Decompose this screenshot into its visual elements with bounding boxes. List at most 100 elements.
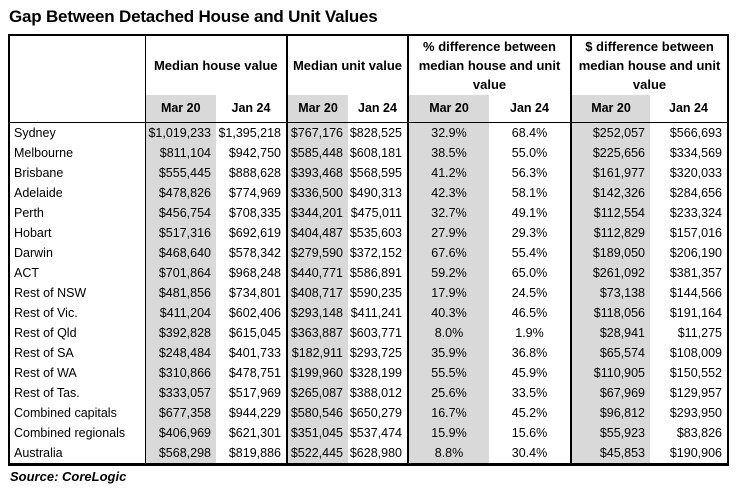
table-row: Australia $568,298 $819,886 $522,445 $628,98…: [9, 442, 728, 464]
table-row: Perth $456,754 $708,335 $344,201 $475,011 32.…: [9, 202, 728, 223]
cell: $456,754: [145, 202, 216, 223]
cell: $261,092: [571, 262, 650, 283]
period-header-dollar-mar20: Mar 20: [571, 95, 650, 123]
cell: $968,248: [216, 262, 288, 283]
group-header-row: Median house value Median unit value % d…: [9, 35, 728, 123]
cell: $344,201: [287, 202, 348, 223]
cell: $475,011: [348, 202, 409, 223]
cell: 68.4%: [489, 122, 572, 143]
cell: $372,152: [348, 242, 409, 263]
row-label: Rest of SA: [9, 342, 146, 363]
cell: $45,853: [571, 442, 650, 464]
cell: $522,445: [287, 442, 348, 464]
cell: $602,406: [216, 302, 288, 323]
cell: $404,487: [287, 222, 348, 243]
cell: $615,045: [216, 322, 288, 343]
row-label: Rest of WA: [9, 362, 146, 383]
cell: $774,969: [216, 182, 288, 203]
table-row: Darwin $468,640 $578,342 $279,590 $372,152 67…: [9, 242, 728, 263]
cell: $142,326: [571, 182, 650, 203]
row-label: ACT: [9, 262, 146, 283]
cell: $73,138: [571, 282, 650, 303]
cell: $279,590: [287, 242, 348, 263]
cell: 36.8%: [489, 342, 572, 363]
cell: $440,771: [287, 262, 348, 283]
cell: $328,199: [348, 362, 409, 383]
cell: $96,812: [571, 402, 650, 423]
period-header-unit-mar20: Mar 20: [287, 95, 348, 123]
cell: $1,395,218: [216, 122, 288, 143]
cell: $284,656: [669, 185, 722, 200]
cell: 42.3%: [408, 182, 489, 203]
row-label: Sydney: [9, 122, 146, 143]
cell: $206,190: [669, 245, 722, 260]
cell: 24.5%: [489, 282, 572, 303]
period-header-pct-jan24: Jan 24: [489, 95, 572, 123]
cell: $603,771: [348, 322, 409, 343]
cell: $828,525: [348, 122, 409, 143]
cell: $112,554: [571, 202, 650, 223]
period-header-pct-mar20: Mar 20: [408, 95, 489, 123]
cell: 32.7%: [408, 202, 489, 223]
cell: $628,980: [348, 442, 409, 464]
cell: $608,181: [348, 142, 409, 163]
cell: 16.7%: [408, 402, 489, 423]
table-row: Rest of WA $310,866 $478,751 $199,960 $328,1…: [9, 362, 728, 383]
cell: $406,969: [145, 422, 216, 443]
cell: 17.9%: [408, 282, 489, 303]
cell: 41.2%: [408, 162, 489, 183]
cell: $568,298: [145, 442, 216, 464]
cell: $1,019,233: [145, 122, 216, 143]
cell: $701,864: [145, 262, 216, 283]
cell: 8.0%: [408, 322, 489, 343]
table-body: Sydney $1,019,233 $1,395,218 $767,176 $828,5…: [9, 122, 728, 464]
row-label: Combined regionals: [9, 422, 146, 443]
cell: 15.9%: [408, 422, 489, 443]
cell: $190,906: [669, 445, 722, 460]
cell: 25.6%: [408, 382, 489, 403]
row-label: Perth: [9, 202, 146, 223]
cell: $191,164: [669, 305, 722, 320]
cell: $351,045: [287, 422, 348, 443]
cell: $586,891: [348, 262, 409, 283]
corner-cell: [9, 35, 146, 123]
cell: $393,468: [287, 162, 348, 183]
cell: $248,484: [145, 342, 216, 363]
cell: $481,856: [145, 282, 216, 303]
cell: $568,595: [348, 162, 409, 183]
cell: $334,569: [669, 145, 722, 160]
cell: $708,335: [216, 202, 288, 223]
cell: 15.6%: [489, 422, 572, 443]
cell: $819,886: [216, 442, 288, 464]
table-row: Hobart $517,316 $692,619 $404,487 $535,603 27…: [9, 222, 728, 243]
cell: 59.2%: [408, 262, 489, 283]
cell: $363,887: [287, 322, 348, 343]
cell: $293,950: [669, 405, 722, 420]
table-row: ACT $701,864 $968,248 $440,771 $586,891 59.2%…: [9, 262, 728, 283]
values-table: Median house value Median unit value % d…: [8, 34, 729, 466]
cell: $265,087: [287, 382, 348, 403]
cell: $734,801: [216, 282, 288, 303]
group-header-dollar-diff: $ difference between median house and un…: [578, 39, 721, 92]
cell: $381,357: [669, 265, 722, 280]
cell: $108,009: [669, 345, 722, 360]
cell: $555,445: [145, 162, 216, 183]
cell: $293,725: [348, 342, 409, 363]
cell: $621,301: [216, 422, 288, 443]
row-label: Rest of Tas.: [9, 382, 146, 403]
cell: $490,313: [348, 182, 409, 203]
table-row: Sydney $1,019,233 $1,395,218 $767,176 $828,5…: [9, 122, 728, 143]
cell: $944,229: [216, 402, 288, 423]
cell: 45.2%: [489, 402, 572, 423]
cell: $67,969: [571, 382, 650, 403]
cell: $233,324: [669, 205, 722, 220]
table-row: Rest of Qld $392,828 $615,045 $363,887 $603,…: [9, 322, 728, 343]
table-row: Melbourne $811,104 $942,750 $585,448 $608,18…: [9, 142, 728, 163]
cell: 29.3%: [489, 222, 572, 243]
cell: 65.0%: [489, 262, 572, 283]
row-label: Adelaide: [9, 182, 146, 203]
cell: 27.9%: [408, 222, 489, 243]
cell: $888,628: [216, 162, 288, 183]
cell: $650,279: [348, 402, 409, 423]
cell: $83,826: [676, 425, 722, 440]
